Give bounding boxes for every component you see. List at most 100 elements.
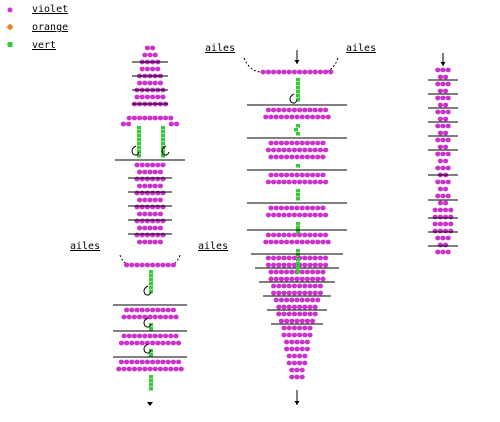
bead [173,333,179,339]
bead [134,204,140,210]
bead [139,204,145,210]
bead [281,147,287,153]
bead [265,262,271,268]
bead-green [137,142,141,146]
bead [147,239,153,245]
bead-green [149,290,153,294]
bead [317,290,323,296]
bead [142,115,148,121]
bead [443,214,449,220]
bead [443,221,449,227]
bead [160,262,166,268]
bead [437,221,443,227]
bead [297,311,303,317]
bead [302,212,308,218]
bead [155,94,161,100]
bead [139,176,145,182]
bead-green [296,94,300,98]
bead [297,304,303,310]
bead [440,193,446,199]
bead [174,121,180,127]
bead [281,304,287,310]
bead [307,212,313,218]
bead [286,325,292,331]
bead [284,140,290,146]
bead [435,109,441,115]
bead [276,262,282,268]
bead [176,340,182,346]
bead [435,123,441,129]
bead [286,360,292,366]
bead [170,359,176,365]
bead [152,239,158,245]
bead [323,262,329,268]
bead [163,314,169,320]
bead [443,116,449,122]
legend-label: vert [32,40,56,51]
bead [289,154,295,160]
bead-green [296,124,300,128]
bead-green [149,327,153,331]
bead [126,121,132,127]
bead [176,359,182,365]
bead [307,69,313,75]
bead [150,262,156,268]
bead [160,94,166,100]
bead-green [296,270,300,274]
bead [273,205,279,211]
bead [124,340,130,346]
bead [157,211,163,217]
bead [137,115,143,121]
bead [144,45,150,51]
bead [445,165,451,171]
bead [440,179,446,185]
bead [139,162,145,168]
beads [113,45,458,406]
bead [150,66,156,72]
bead [276,255,282,261]
bead-green [161,134,165,138]
bead-green [137,154,141,158]
bead [299,239,305,245]
bead [150,307,156,313]
bead [437,144,443,150]
bead-green [296,98,300,102]
bead [273,172,279,178]
bead [299,140,305,146]
annotation: ailes [205,43,235,54]
bead [320,269,326,275]
bead [297,325,303,331]
bead [263,239,269,245]
bead [271,147,277,153]
legend-swatch [6,23,14,31]
bead [134,162,140,168]
bead [310,297,316,303]
bead [137,239,143,245]
bead [150,162,156,168]
bead [147,80,153,86]
bead [263,114,269,120]
bead [278,269,284,275]
bead [168,121,174,127]
bead [437,207,443,213]
bead [142,239,148,245]
bead [155,66,161,72]
bead [278,276,284,282]
bead [291,325,297,331]
bead [448,214,454,220]
bead [142,366,148,372]
bead [271,283,277,289]
bead [276,283,282,289]
bead [302,332,308,338]
bead [299,339,305,345]
bead [150,45,156,51]
bead [144,359,150,365]
bead [152,314,158,320]
bead [445,249,451,255]
bead [144,66,150,72]
bead [284,269,290,275]
bead [315,239,321,245]
legend: violet orange vert [6,4,68,51]
bead [445,179,451,185]
bead [273,297,279,303]
